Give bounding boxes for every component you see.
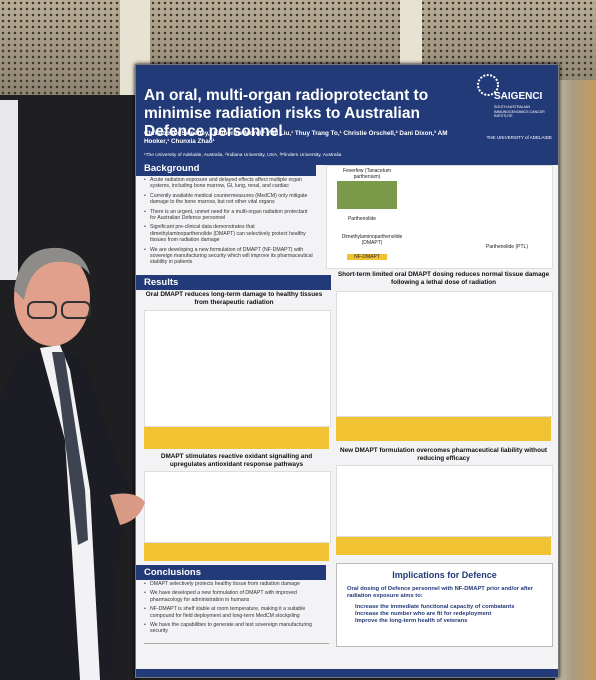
figure [336,291,553,417]
plant-photo [337,181,397,209]
bullet: Acute radiation exposure and delayed eff… [144,177,314,190]
figure-label: Parthenolide [347,216,377,222]
panel-heading: DMAPT stimulates reactive oxidant signal… [160,453,313,468]
bullet: NF-DMAPT is shelf stable at room tempera… [144,606,324,619]
bullet: We have developed a new formulation of D… [144,590,324,603]
implications-list: Increase the immediate functional capaci… [355,604,545,625]
bullet-list: DMAPT selectively protects healthy tissu… [144,581,324,638]
implication-item: Improve the long-term health of veterans [355,618,468,624]
poster-title: An oral, multi-organ radioprotectant to … [144,87,429,140]
bullet: We are developing a new formulation of D… [144,247,314,266]
panel-heading: New DMAPT formulation overcomes pharmace… [339,447,548,462]
hair [14,247,90,300]
section-heading: Results [136,275,331,290]
implications-heading: Implications for Defence [392,570,497,580]
adjacent-poster [0,100,18,280]
bullet: DMAPT selectively protects healthy tissu… [144,581,324,588]
poster: An oral, multi-organ radioprotectant to … [135,64,559,678]
shirt [40,345,100,680]
caption [144,427,329,449]
poster-header: An oral, multi-organ radioprotectant to … [136,65,558,165]
figure-label: NF-DMAPT [347,254,387,260]
logo-mark [477,74,499,96]
implication-item: Increase the immediate functional capaci… [355,604,515,610]
poster-footer [136,669,558,677]
caption [144,543,329,561]
bullet: Significant pre-clinical data demonstrat… [144,224,314,243]
implications-intro: Oral dosing of Defence personnel with NF… [347,586,534,599]
bullet-list: Acute radiation exposure and delayed eff… [144,177,314,269]
glasses [27,301,57,319]
suit [0,345,130,680]
figure-label: Parthenolide (PTL) [486,244,528,250]
glasses [61,301,91,319]
bullet: We have the capabilities to generate and… [144,622,324,635]
caption [336,417,551,441]
section-heading: Background [136,161,316,176]
bullet: Currently available medical countermeasu… [144,193,314,206]
figure [144,471,331,543]
figure-label: Feverfew (Tanacetum parthenium) [342,168,392,180]
tie [52,352,88,545]
presenter [0,247,145,680]
section-heading: Conclusions [136,565,326,580]
authors: Christopher Sweeney,¹ Katherine Morel,¹ … [144,130,448,145]
references [144,643,329,670]
ceiling-beam [400,0,422,70]
logo-subtitle: SOUTH AUSTRALIAN IMMUNOGENOMICS CANCER I… [494,105,545,118]
panel-heading: Oral DMAPT reduces long-term damage to h… [145,291,323,306]
affiliations: ¹The University of Adelaide, Australia, … [144,153,342,158]
figure-label: Dimethylaminoparthenolide (DMAPT) [341,234,403,246]
figure [336,465,553,537]
display-board [555,80,596,680]
figure [144,310,331,427]
figure: Feverfew (Tanacetum parthenium) Partheno… [326,165,553,269]
hand [110,493,145,525]
bullet: There is an urgent, unmet need for a mul… [144,209,314,222]
university: THE UNIVERSITY of ADELAIDE [486,135,552,140]
logo-name: SAIGENCI [494,91,543,102]
panel-heading: Short-term limited oral DMAPT dosing red… [337,271,550,286]
caption [336,537,551,555]
implications-box: Implications for Defence Oral dosing of … [336,563,553,647]
implication-item: Increase the number who are fit for rede… [355,611,492,617]
